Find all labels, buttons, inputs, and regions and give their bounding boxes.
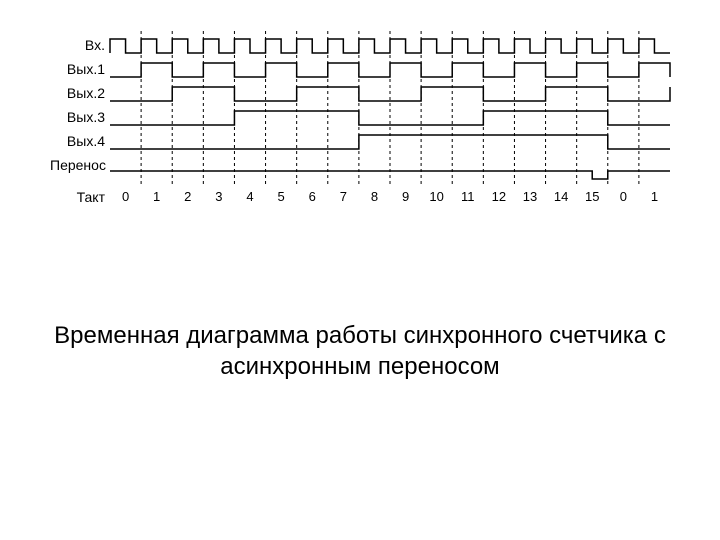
signal-label: Вх.	[50, 37, 105, 53]
tick-label: 15	[577, 189, 608, 204]
tick-label: 9	[390, 189, 421, 204]
tick-axis-label: Такт	[50, 189, 105, 205]
tick-label: 6	[297, 189, 328, 204]
tick-label: 13	[514, 189, 545, 204]
signal-label: Вых.1	[50, 61, 105, 77]
tick-label: 14	[546, 189, 577, 204]
tick-label: 0	[110, 189, 141, 204]
tick-label: 10	[421, 189, 452, 204]
tick-label: 7	[328, 189, 359, 204]
diagram-caption: Временная диаграмма работы синхронного с…	[0, 320, 720, 382]
tick-label: 12	[483, 189, 514, 204]
signal-label: Перенос	[50, 157, 105, 173]
page-root: Вх.Вых.1Вых.2Вых.3Вых.4ПереносТакт012345…	[0, 0, 720, 540]
signal-label: Вых.3	[50, 109, 105, 125]
signal-label: Вых.2	[50, 85, 105, 101]
tick-label: 4	[234, 189, 265, 204]
tick-label: 8	[359, 189, 390, 204]
tick-label: 0	[608, 189, 639, 204]
tick-label: 1	[639, 189, 670, 204]
tick-label: 11	[452, 189, 483, 204]
signal-label: Вых.4	[50, 133, 105, 149]
tick-label: 3	[203, 189, 234, 204]
timing-diagram	[0, 0, 720, 260]
tick-label: 1	[141, 189, 172, 204]
tick-label: 2	[172, 189, 203, 204]
tick-label: 5	[266, 189, 297, 204]
